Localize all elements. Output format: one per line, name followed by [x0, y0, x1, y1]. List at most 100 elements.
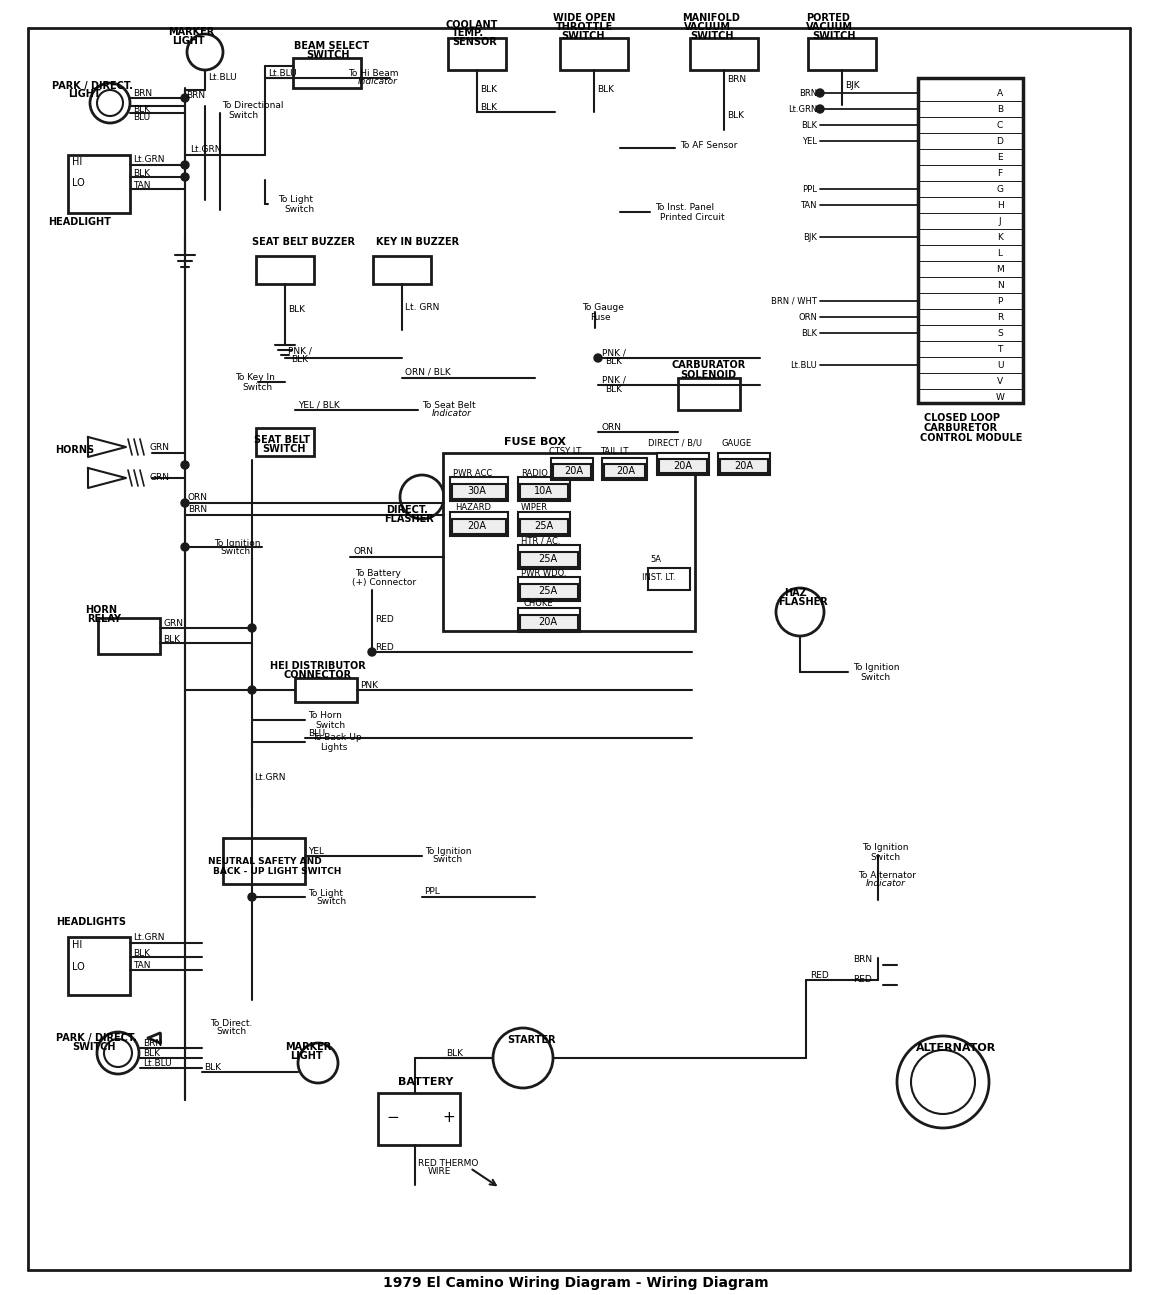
Text: Switch: Switch: [432, 856, 462, 865]
Text: D: D: [996, 136, 1003, 145]
Text: Lt.BLU: Lt.BLU: [143, 1059, 172, 1068]
Text: ALTERNATOR: ALTERNATOR: [916, 1042, 996, 1053]
Text: SOLENOID: SOLENOID: [680, 370, 736, 379]
Text: MANIFOLD: MANIFOLD: [682, 13, 740, 23]
Text: Lights: Lights: [320, 742, 348, 751]
Text: ORN: ORN: [353, 548, 373, 557]
Text: LIGHT: LIGHT: [68, 89, 100, 98]
Text: K: K: [998, 233, 1003, 241]
Text: To Light: To Light: [278, 196, 313, 205]
Text: To Alternator: To Alternator: [858, 870, 916, 879]
Text: W: W: [995, 392, 1005, 401]
Text: BRN: BRN: [852, 956, 872, 965]
Text: Switch: Switch: [220, 548, 250, 557]
Text: V: V: [996, 377, 1003, 386]
Text: PORTED: PORTED: [806, 13, 850, 23]
Bar: [918, 78, 1023, 403]
Text: BLU: BLU: [308, 729, 325, 737]
Text: PNK /: PNK /: [602, 376, 626, 385]
Text: 25A: 25A: [535, 521, 553, 531]
Text: LIGHT: LIGHT: [290, 1052, 323, 1061]
Text: 25A: 25A: [538, 587, 558, 596]
Text: GRN: GRN: [150, 443, 170, 452]
Text: Switch: Switch: [316, 897, 346, 906]
Text: To Horn: To Horn: [308, 711, 342, 720]
Text: CONNECTOR: CONNECTOR: [285, 670, 353, 680]
Bar: [518, 512, 570, 536]
Text: BLK: BLK: [162, 635, 180, 644]
Text: RADIO: RADIO: [521, 469, 548, 478]
Text: BATTERY: BATTERY: [397, 1077, 454, 1087]
Bar: [520, 615, 578, 629]
Bar: [256, 429, 314, 456]
Text: SENSOR: SENSOR: [452, 38, 497, 47]
Text: BLK: BLK: [143, 1049, 160, 1058]
Text: BRN: BRN: [132, 88, 152, 97]
Text: DIRECT / B/U: DIRECT / B/U: [647, 439, 702, 448]
Text: S: S: [998, 329, 1003, 338]
Text: E: E: [998, 153, 1002, 162]
Bar: [553, 464, 591, 478]
Text: R: R: [996, 312, 1003, 321]
Bar: [444, 453, 695, 631]
Bar: [450, 512, 508, 536]
Bar: [223, 838, 305, 884]
Bar: [647, 569, 690, 591]
Text: BRN: BRN: [727, 75, 746, 84]
Text: KEY IN BUZZER: KEY IN BUZZER: [376, 237, 460, 247]
Text: BEAM SELECT: BEAM SELECT: [294, 41, 369, 51]
Text: LO: LO: [71, 177, 85, 188]
Text: Lt.GRN: Lt.GRN: [132, 934, 165, 943]
Circle shape: [367, 648, 376, 657]
Circle shape: [298, 1042, 338, 1083]
Text: Lt.GRN: Lt.GRN: [190, 145, 221, 154]
Text: 1979 El Camino Wiring Diagram - Wiring Diagram: 1979 El Camino Wiring Diagram - Wiring D…: [384, 1276, 768, 1290]
Text: BRN: BRN: [185, 91, 205, 100]
Text: NEUTRAL SAFETY AND: NEUTRAL SAFETY AND: [209, 857, 321, 866]
Text: BLK: BLK: [801, 329, 817, 338]
Text: WIDE OPEN: WIDE OPEN: [553, 13, 615, 23]
Text: BLK: BLK: [605, 385, 622, 394]
Bar: [452, 519, 506, 534]
Text: CARBURETOR: CARBURETOR: [924, 423, 998, 433]
Text: BLU: BLU: [132, 113, 150, 122]
Text: FUSE BOX: FUSE BOX: [505, 436, 566, 447]
Text: SEAT BELT: SEAT BELT: [253, 435, 310, 445]
Text: RED: RED: [852, 975, 872, 984]
Bar: [659, 458, 707, 473]
Text: Indicator: Indicator: [432, 408, 472, 417]
Text: To Directional: To Directional: [222, 101, 283, 110]
Text: To Gauge: To Gauge: [582, 303, 624, 312]
Text: BLK: BLK: [132, 168, 150, 177]
Text: BLK: BLK: [446, 1049, 463, 1058]
Text: PWR WDO.: PWR WDO.: [521, 569, 567, 578]
Text: Lt. GRN: Lt. GRN: [406, 303, 439, 312]
Circle shape: [181, 543, 189, 550]
Text: TEMP.: TEMP.: [452, 28, 484, 38]
Text: ORN: ORN: [601, 422, 621, 431]
Bar: [657, 453, 708, 475]
Text: Lt.GRN: Lt.GRN: [132, 155, 165, 164]
Text: To Key In: To Key In: [235, 373, 275, 382]
Text: Switch: Switch: [228, 110, 258, 119]
Circle shape: [776, 588, 824, 636]
Text: PNK /: PNK /: [602, 348, 626, 357]
Text: TAN: TAN: [801, 201, 817, 210]
Text: SWITCH: SWITCH: [262, 444, 305, 455]
Text: GAUGE: GAUGE: [722, 439, 752, 448]
Text: Lt.BLU: Lt.BLU: [790, 360, 817, 369]
Text: To Light: To Light: [308, 888, 343, 897]
Circle shape: [90, 83, 130, 123]
Text: STARTER: STARTER: [507, 1035, 555, 1045]
Text: RED THERMO: RED THERMO: [418, 1159, 478, 1168]
Text: BLK: BLK: [605, 357, 622, 366]
Text: ORN / BLK: ORN / BLK: [406, 368, 450, 377]
Text: To AF Sensor: To AF Sensor: [680, 140, 737, 149]
Text: BRN / WHT: BRN / WHT: [771, 297, 817, 306]
Text: C: C: [996, 120, 1003, 130]
Text: BJK: BJK: [803, 233, 817, 241]
Text: BLK: BLK: [132, 948, 150, 957]
Text: CTSY LT.: CTSY LT.: [550, 447, 583, 456]
Text: To Back-Up: To Back-Up: [312, 733, 362, 742]
Text: HORN: HORN: [85, 605, 118, 615]
